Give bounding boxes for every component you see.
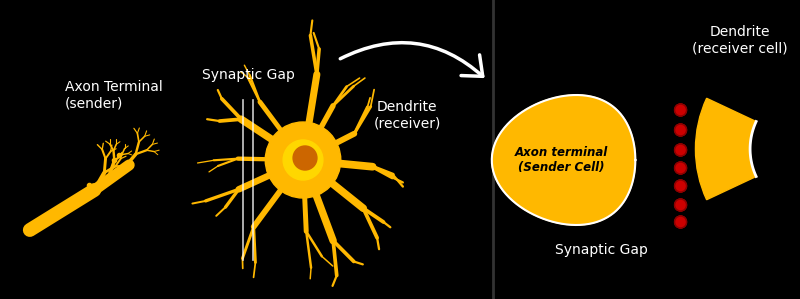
Polygon shape [492, 95, 635, 225]
Circle shape [674, 144, 686, 156]
Text: Synaptic Gap: Synaptic Gap [554, 243, 647, 257]
Circle shape [674, 180, 686, 192]
Circle shape [674, 216, 686, 228]
Circle shape [674, 124, 686, 136]
Wedge shape [695, 98, 756, 200]
Circle shape [266, 122, 341, 198]
Circle shape [293, 146, 317, 170]
Text: Synaptic Gap: Synaptic Gap [202, 68, 295, 82]
Circle shape [283, 140, 323, 180]
Text: Axon terminal
(Sender Cell): Axon terminal (Sender Cell) [514, 146, 608, 174]
FancyArrowPatch shape [340, 43, 482, 76]
Circle shape [674, 199, 686, 211]
Circle shape [674, 162, 686, 174]
Text: Axon Terminal
(sender): Axon Terminal (sender) [65, 80, 162, 110]
Text: Dendrite
(receiver cell): Dendrite (receiver cell) [692, 25, 788, 55]
Circle shape [674, 104, 686, 116]
Text: Dendrite
(receiver): Dendrite (receiver) [374, 100, 441, 130]
